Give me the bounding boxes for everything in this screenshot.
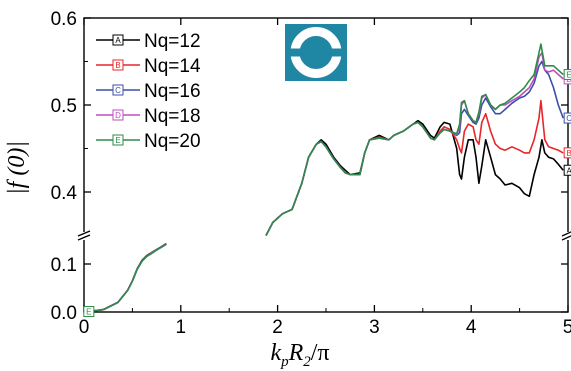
legend-label: Nq=18 xyxy=(144,106,201,127)
series-line xyxy=(265,119,564,236)
legend-entry: A Nq=12 xyxy=(96,31,201,52)
y-tick-label: 0.1 xyxy=(51,255,77,276)
series-end-marker: C xyxy=(563,112,571,124)
series-line xyxy=(88,243,167,313)
axis-break-marker-right xyxy=(561,231,571,241)
legend-entry: C Nq=16 xyxy=(96,81,201,102)
series-start-marker: E xyxy=(83,306,95,318)
y-tick-label: 0.0 xyxy=(51,303,77,324)
axis-break-marker xyxy=(77,230,92,241)
legend: A Nq=12 B Nq=14 C Nq=16 D Nq=18 E Nq=20 xyxy=(96,31,201,152)
y-tick-label: 0.6 xyxy=(51,9,77,30)
series-line xyxy=(88,243,167,313)
legend-entry: D Nq=18 xyxy=(96,106,201,127)
series-line xyxy=(265,99,564,236)
series-end-marker: B xyxy=(563,147,571,159)
y-axis-label: |f (0)| xyxy=(4,141,30,195)
legend-label: Nq=20 xyxy=(144,131,201,152)
series-end-markers: AB C D E E xyxy=(83,69,571,318)
series-end-marker: E xyxy=(563,69,571,81)
x-axis-label: kpR2/π xyxy=(270,340,329,370)
y-tick-label: 0.5 xyxy=(51,96,77,117)
legend-entry: E Nq=20 xyxy=(96,131,201,152)
x-tick-label: 4 xyxy=(466,317,477,338)
svg-text:C: C xyxy=(566,114,571,123)
x-tick-label: 2 xyxy=(272,317,283,338)
series-nq-20 xyxy=(88,43,564,313)
svg-text:A: A xyxy=(115,36,121,45)
legend-label: Nq=12 xyxy=(144,31,201,52)
svg-text:B: B xyxy=(115,61,120,70)
svg-text:E: E xyxy=(115,136,120,145)
svg-text:C: C xyxy=(115,86,121,95)
legend-label: Nq=16 xyxy=(144,81,201,102)
legend-entry: B Nq=14 xyxy=(96,56,201,77)
svg-text:E: E xyxy=(566,71,571,80)
x-tick-label: 3 xyxy=(369,317,380,338)
x-tick-label: 0 xyxy=(79,317,90,338)
series-end-marker: A xyxy=(563,164,571,176)
series-line xyxy=(88,243,167,313)
svg-text:A: A xyxy=(566,166,571,175)
svg-text:E: E xyxy=(86,308,91,317)
ring-logo-icon xyxy=(285,24,347,81)
x-tick-label: 1 xyxy=(176,317,187,338)
y-tick-label: 0.4 xyxy=(51,183,78,204)
series-line xyxy=(88,242,167,313)
svg-text:B: B xyxy=(566,149,571,158)
svg-text:D: D xyxy=(115,111,121,120)
series-line xyxy=(265,43,564,236)
series-line xyxy=(88,243,167,313)
series-lines: ABCDEE xyxy=(83,43,571,318)
series-line xyxy=(265,60,564,236)
legend-label: Nq=14 xyxy=(144,56,201,77)
x-tick-label: 5 xyxy=(563,317,571,338)
tick-labels: 0 1 2 3 4 5 0.4 0.5 0.6 0.0 0.1 xyxy=(51,9,571,338)
